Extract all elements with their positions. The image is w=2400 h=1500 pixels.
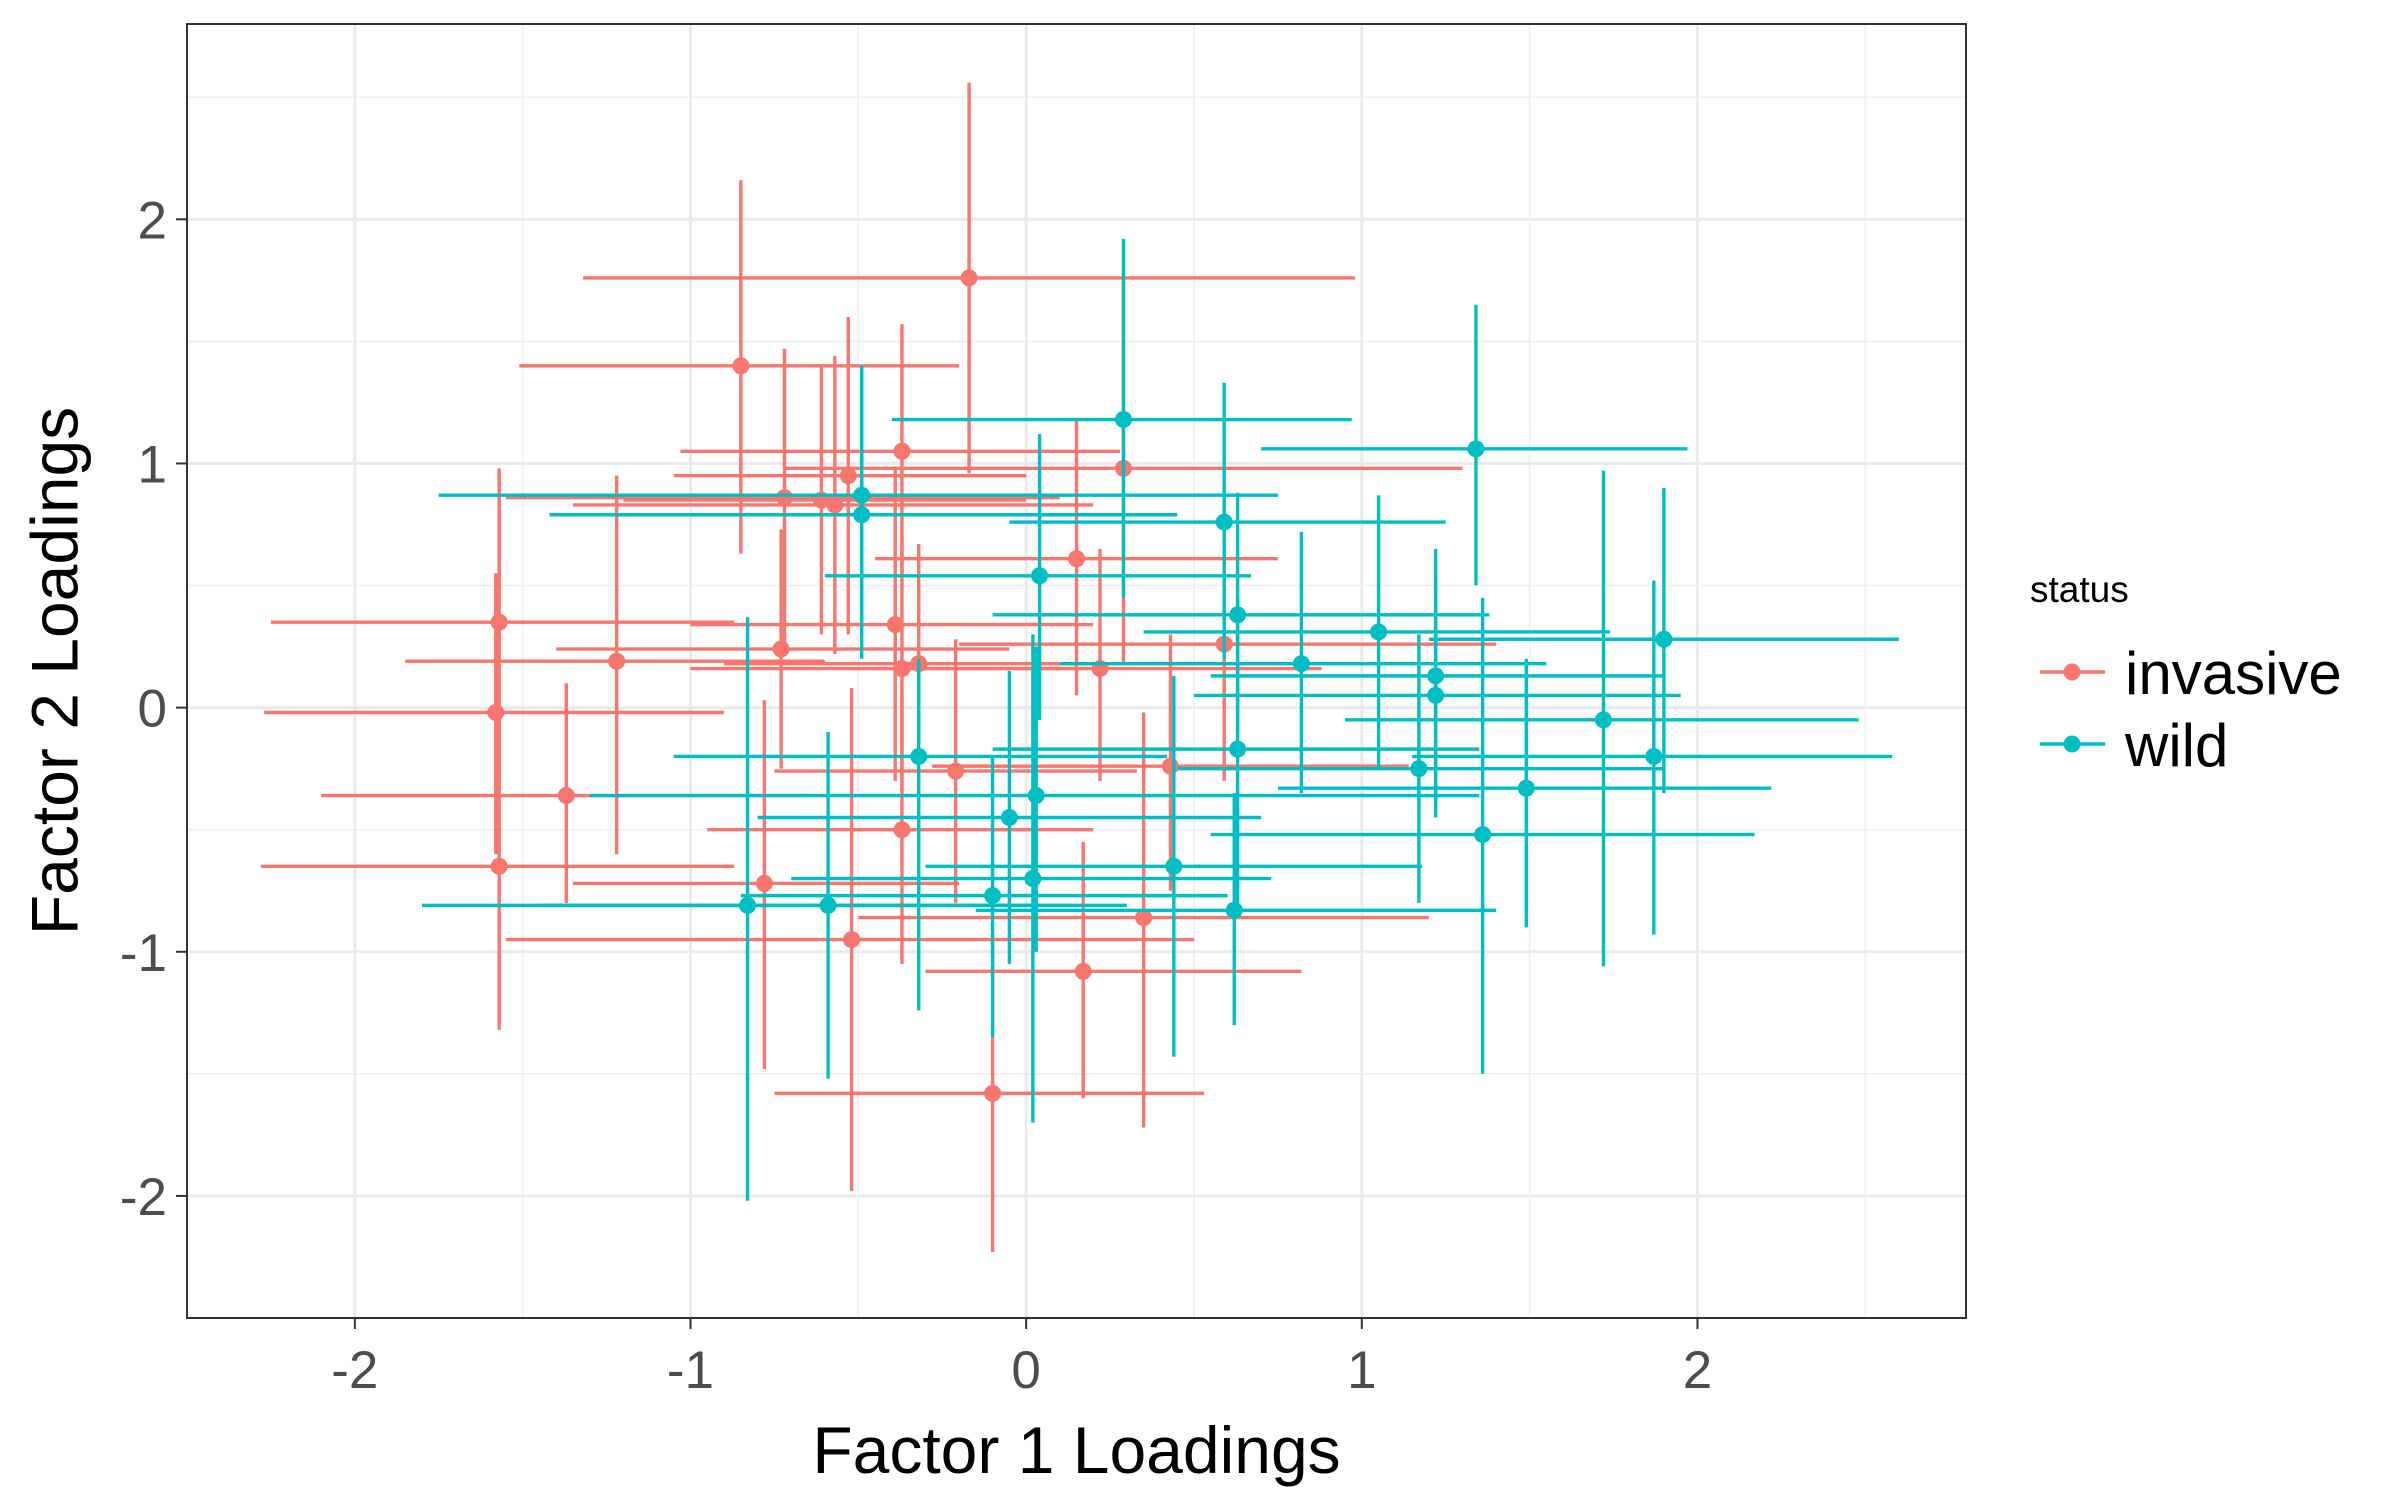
invasive-point <box>557 787 575 805</box>
wild-point <box>1215 513 1233 531</box>
x-axis-title: Factor 1 Loadings <box>812 1413 1340 1487</box>
wild-point <box>1031 567 1049 585</box>
panel-border <box>186 23 1967 1319</box>
wild-point <box>1024 870 1042 888</box>
legend-label-invasive: invasive <box>2125 640 2342 707</box>
invasive-point <box>984 1084 1002 1102</box>
invasive-point <box>960 269 978 287</box>
wild-point <box>1229 606 1247 624</box>
y-axis-ticks: -2 -1 0 1 2 <box>120 191 187 1227</box>
x-tick-label: 0 <box>1011 1341 1040 1400</box>
wild-point <box>1655 630 1673 648</box>
wild-point <box>1645 747 1663 765</box>
x-tick-label: 1 <box>1347 1341 1376 1400</box>
invasive-point <box>1161 757 1179 775</box>
invasive-point <box>1068 550 1085 568</box>
invasive-point <box>487 704 505 722</box>
invasive-point <box>490 857 508 875</box>
invasive-point <box>886 616 904 634</box>
wild-point <box>1165 857 1183 875</box>
grid-minor <box>187 24 1966 1318</box>
wild-point <box>1114 411 1132 429</box>
wild-point <box>1410 760 1428 778</box>
wild-point <box>853 506 871 524</box>
wild-point <box>1027 787 1045 805</box>
invasive-point <box>893 821 911 839</box>
legend-label-wild: wild <box>2124 712 2228 779</box>
y-axis-title: Factor 2 Loadings <box>17 407 91 935</box>
series-layer <box>260 82 1899 1253</box>
x-tick-label: -1 <box>667 1341 714 1400</box>
invasive-point <box>893 660 911 678</box>
wild-point <box>1467 440 1485 458</box>
invasive-point <box>947 762 965 780</box>
y-tick-label: 2 <box>138 191 167 250</box>
wild-point <box>819 896 837 914</box>
invasive-point <box>843 931 861 949</box>
wild-point <box>1594 711 1612 729</box>
invasive-point <box>775 489 793 507</box>
legend-title: status <box>2030 569 2129 610</box>
wild-point <box>1427 686 1445 704</box>
wild-point <box>910 747 928 765</box>
wild-point <box>739 896 757 914</box>
x-axis-ticks: -2 -1 0 1 2 <box>331 1318 1712 1400</box>
x-tick-label: 2 <box>1683 1341 1712 1400</box>
wild-point <box>1229 740 1247 758</box>
invasive-point <box>826 496 844 514</box>
y-tick-label: -1 <box>120 924 167 983</box>
invasive-point <box>839 467 857 485</box>
y-tick-label: 1 <box>138 435 167 494</box>
invasive-point <box>490 613 508 631</box>
wild-point <box>1000 808 1018 826</box>
invasive-point <box>608 652 626 670</box>
wild-point <box>1474 826 1492 844</box>
wild-point <box>1292 655 1310 673</box>
y-tick-label: 0 <box>138 680 167 739</box>
invasive-point <box>1135 909 1153 927</box>
invasive-point <box>893 442 911 460</box>
legend-key-point-wild <box>2063 735 2081 753</box>
y-tick-label: -2 <box>120 1168 167 1227</box>
invasive-point <box>755 874 773 892</box>
invasive-point <box>772 640 790 658</box>
wild-point <box>1427 667 1445 685</box>
invasive-point <box>732 357 750 375</box>
series-wild <box>421 238 1899 1201</box>
wild-point <box>1370 623 1388 641</box>
legend-key-point-invasive <box>2063 663 2081 681</box>
wild-point <box>1517 779 1535 797</box>
wild-point <box>853 486 871 504</box>
wild-point <box>1225 901 1243 919</box>
x-tick-label: -2 <box>331 1341 378 1400</box>
invasive-point <box>1074 962 1092 980</box>
wild-point <box>984 887 1002 905</box>
